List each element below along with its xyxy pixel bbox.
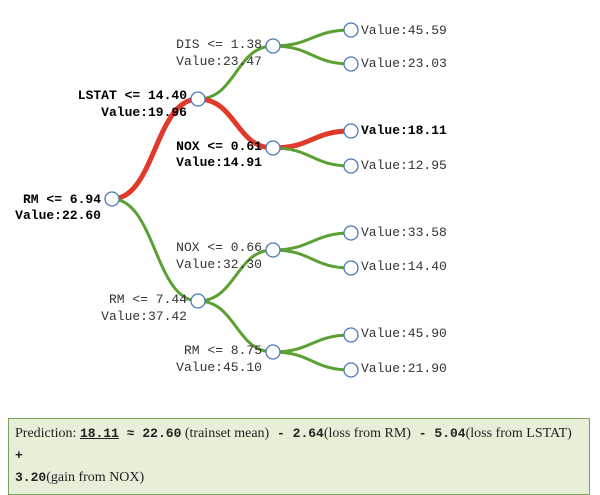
trainset-mean-value: 22.60 bbox=[142, 426, 182, 441]
node-dis-value: Value:23.47 bbox=[176, 54, 262, 69]
node-rm-875-value: Value:45.10 bbox=[176, 360, 262, 375]
node-nox-061[interactable] bbox=[265, 140, 281, 156]
edge-nox66-to-leaf-5 bbox=[271, 231, 353, 252]
node-nox-066-split: NOX <= 0.66 bbox=[176, 240, 262, 255]
leaf-8[interactable] bbox=[343, 362, 359, 378]
leaf-5-value: Value:33.58 bbox=[361, 225, 447, 240]
node-dis-split: DIS <= 1.38 bbox=[176, 37, 262, 52]
node-rm-875-split: RM <= 8.75 bbox=[184, 343, 262, 358]
leaf-2[interactable] bbox=[343, 56, 359, 72]
contribution-rm-note: (loss from RM) bbox=[323, 426, 411, 441]
edge-rm-744-to-nox bbox=[196, 248, 275, 303]
plus-sign: + bbox=[15, 448, 23, 463]
node-lstat[interactable] bbox=[190, 91, 206, 107]
contribution-lstat-value: 5.04 bbox=[434, 426, 466, 441]
node-rm-875[interactable] bbox=[265, 344, 281, 360]
edge-lstat-to-nox bbox=[195, 96, 276, 151]
decision-tree-diagram: RM <= 6.94 Value:22.60 LSTAT <= 14.40 Va… bbox=[15, 22, 447, 378]
leaf-4[interactable] bbox=[343, 158, 359, 174]
node-nox-066[interactable] bbox=[265, 242, 281, 258]
edge-rm-744-to-rm-875 bbox=[196, 299, 275, 354]
prediction-approx: ≈ bbox=[118, 426, 143, 441]
node-dis[interactable] bbox=[265, 38, 281, 54]
leaf-3[interactable] bbox=[343, 123, 359, 139]
leaf-6[interactable] bbox=[343, 260, 359, 276]
prediction-label: Prediction: bbox=[15, 426, 80, 441]
node-nox-061-split: NOX <= 0.61 bbox=[176, 139, 262, 154]
contribution-nox-value: 3.20 bbox=[15, 470, 47, 485]
prediction-box: Prediction: 18.11 ≈ 22.60 (trainset mean… bbox=[8, 418, 590, 495]
edge-rm875-to-leaf-8 bbox=[271, 350, 353, 372]
minus-sign-2: - bbox=[410, 426, 435, 441]
leaf-4-value: Value:12.95 bbox=[361, 158, 447, 173]
contribution-lstat-note: (loss from LSTAT) bbox=[465, 426, 572, 441]
leaf-7-value: Value:45.90 bbox=[361, 326, 447, 341]
leaf-1-value: Value:45.59 bbox=[361, 23, 447, 38]
leaf-2-value: Value:23.03 bbox=[361, 56, 447, 71]
leaf-5[interactable] bbox=[343, 225, 359, 241]
leaf-6-value: Value:14.40 bbox=[361, 259, 447, 274]
leaf-1[interactable] bbox=[343, 22, 359, 38]
node-nox-061-value: Value:14.91 bbox=[176, 155, 262, 170]
prediction-value: 18.11 bbox=[79, 426, 119, 441]
edge-root-to-lstat bbox=[109, 96, 201, 202]
node-rm-744[interactable] bbox=[190, 293, 206, 309]
node-lstat-value: Value:19.96 bbox=[101, 105, 187, 120]
leaf-8-value: Value:21.90 bbox=[361, 361, 447, 376]
leaf-3-value: Value:18.11 bbox=[361, 123, 447, 138]
edge-dis-to-leaf-2 bbox=[271, 44, 353, 66]
node-root[interactable] bbox=[104, 191, 120, 207]
node-root-split: RM <= 6.94 bbox=[23, 192, 101, 207]
edge-rm875-to-leaf-7 bbox=[271, 333, 353, 354]
edge-nox-to-leaf-4 bbox=[271, 146, 353, 168]
edge-nox66-to-leaf-6 bbox=[271, 248, 353, 270]
minus-sign-1: - bbox=[269, 426, 293, 441]
edge-lstat-to-dis bbox=[196, 44, 275, 101]
trainset-mean-note: (trainset mean) bbox=[181, 426, 270, 441]
node-nox-066-value: Value:32.30 bbox=[176, 257, 262, 272]
edge-dis-to-leaf-1 bbox=[271, 28, 353, 48]
node-lstat-split: LSTAT <= 14.40 bbox=[78, 88, 187, 103]
contribution-nox-note: (gain from NOX) bbox=[46, 470, 145, 485]
edge-root-to-rm-744 bbox=[110, 197, 200, 303]
node-rm-744-value: Value:37.42 bbox=[101, 309, 187, 324]
leaf-7[interactable] bbox=[343, 327, 359, 343]
node-rm-744-split: RM <= 7.44 bbox=[109, 292, 187, 307]
node-root-value: Value:22.60 bbox=[15, 208, 101, 223]
edge-nox-to-leaf-3 bbox=[270, 128, 354, 151]
contribution-rm-value: 2.64 bbox=[292, 426, 324, 441]
